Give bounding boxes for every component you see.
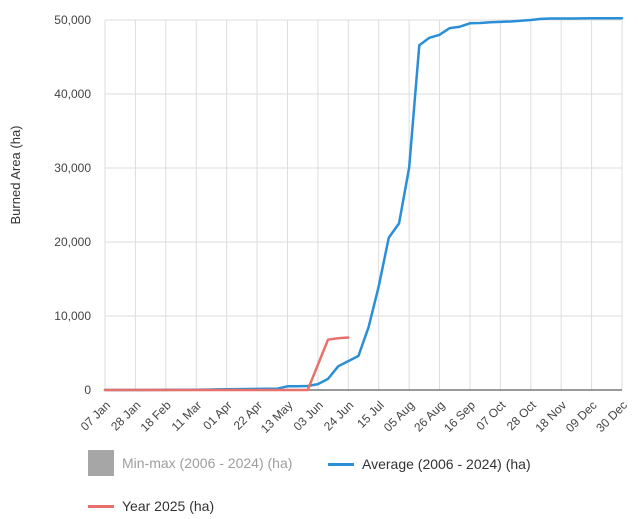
y-tick-label: 20,000	[54, 235, 91, 249]
y-tick-label: 40,000	[54, 87, 91, 101]
x-tick-label: 18 Nov	[532, 398, 569, 435]
series-line-average	[103, 16, 624, 392]
x-tick-label: 07 Jan	[78, 398, 113, 433]
y-axis: 0 10,000 20,000 30,000 40,000 50,000	[54, 13, 91, 397]
x-tick-label: 01 Apr	[200, 398, 234, 432]
y-axis-title: Burned Area (ha)	[8, 125, 23, 224]
x-tick-label: 07 Oct	[474, 398, 509, 433]
x-tick-label: 13 May	[258, 398, 296, 436]
x-tick-label: 18 Feb	[138, 398, 175, 435]
y-tick-label: 0	[84, 383, 91, 397]
grid-lines	[104, 19, 623, 391]
y-tick-label: 10,000	[54, 309, 91, 323]
x-tick-label: 28 Jan	[108, 398, 143, 433]
series-line-year-2025	[103, 336, 350, 392]
x-tick-label: 30 Dec	[593, 398, 630, 435]
x-tick-label: 26 Aug	[411, 398, 447, 434]
x-tick-label: 03 Jun	[291, 398, 326, 433]
y-tick-label: 50,000	[54, 13, 91, 27]
x-tick-label: 05 Aug	[381, 398, 417, 434]
x-tick-label: 16 Sep	[441, 398, 478, 435]
x-tick-label: 24 Jun	[321, 398, 356, 433]
x-tick-label: 11 Mar	[169, 398, 205, 434]
x-tick-label: 09 Dec	[563, 398, 600, 435]
series-lines	[103, 16, 624, 392]
y-tick-label: 30,000	[54, 161, 91, 175]
